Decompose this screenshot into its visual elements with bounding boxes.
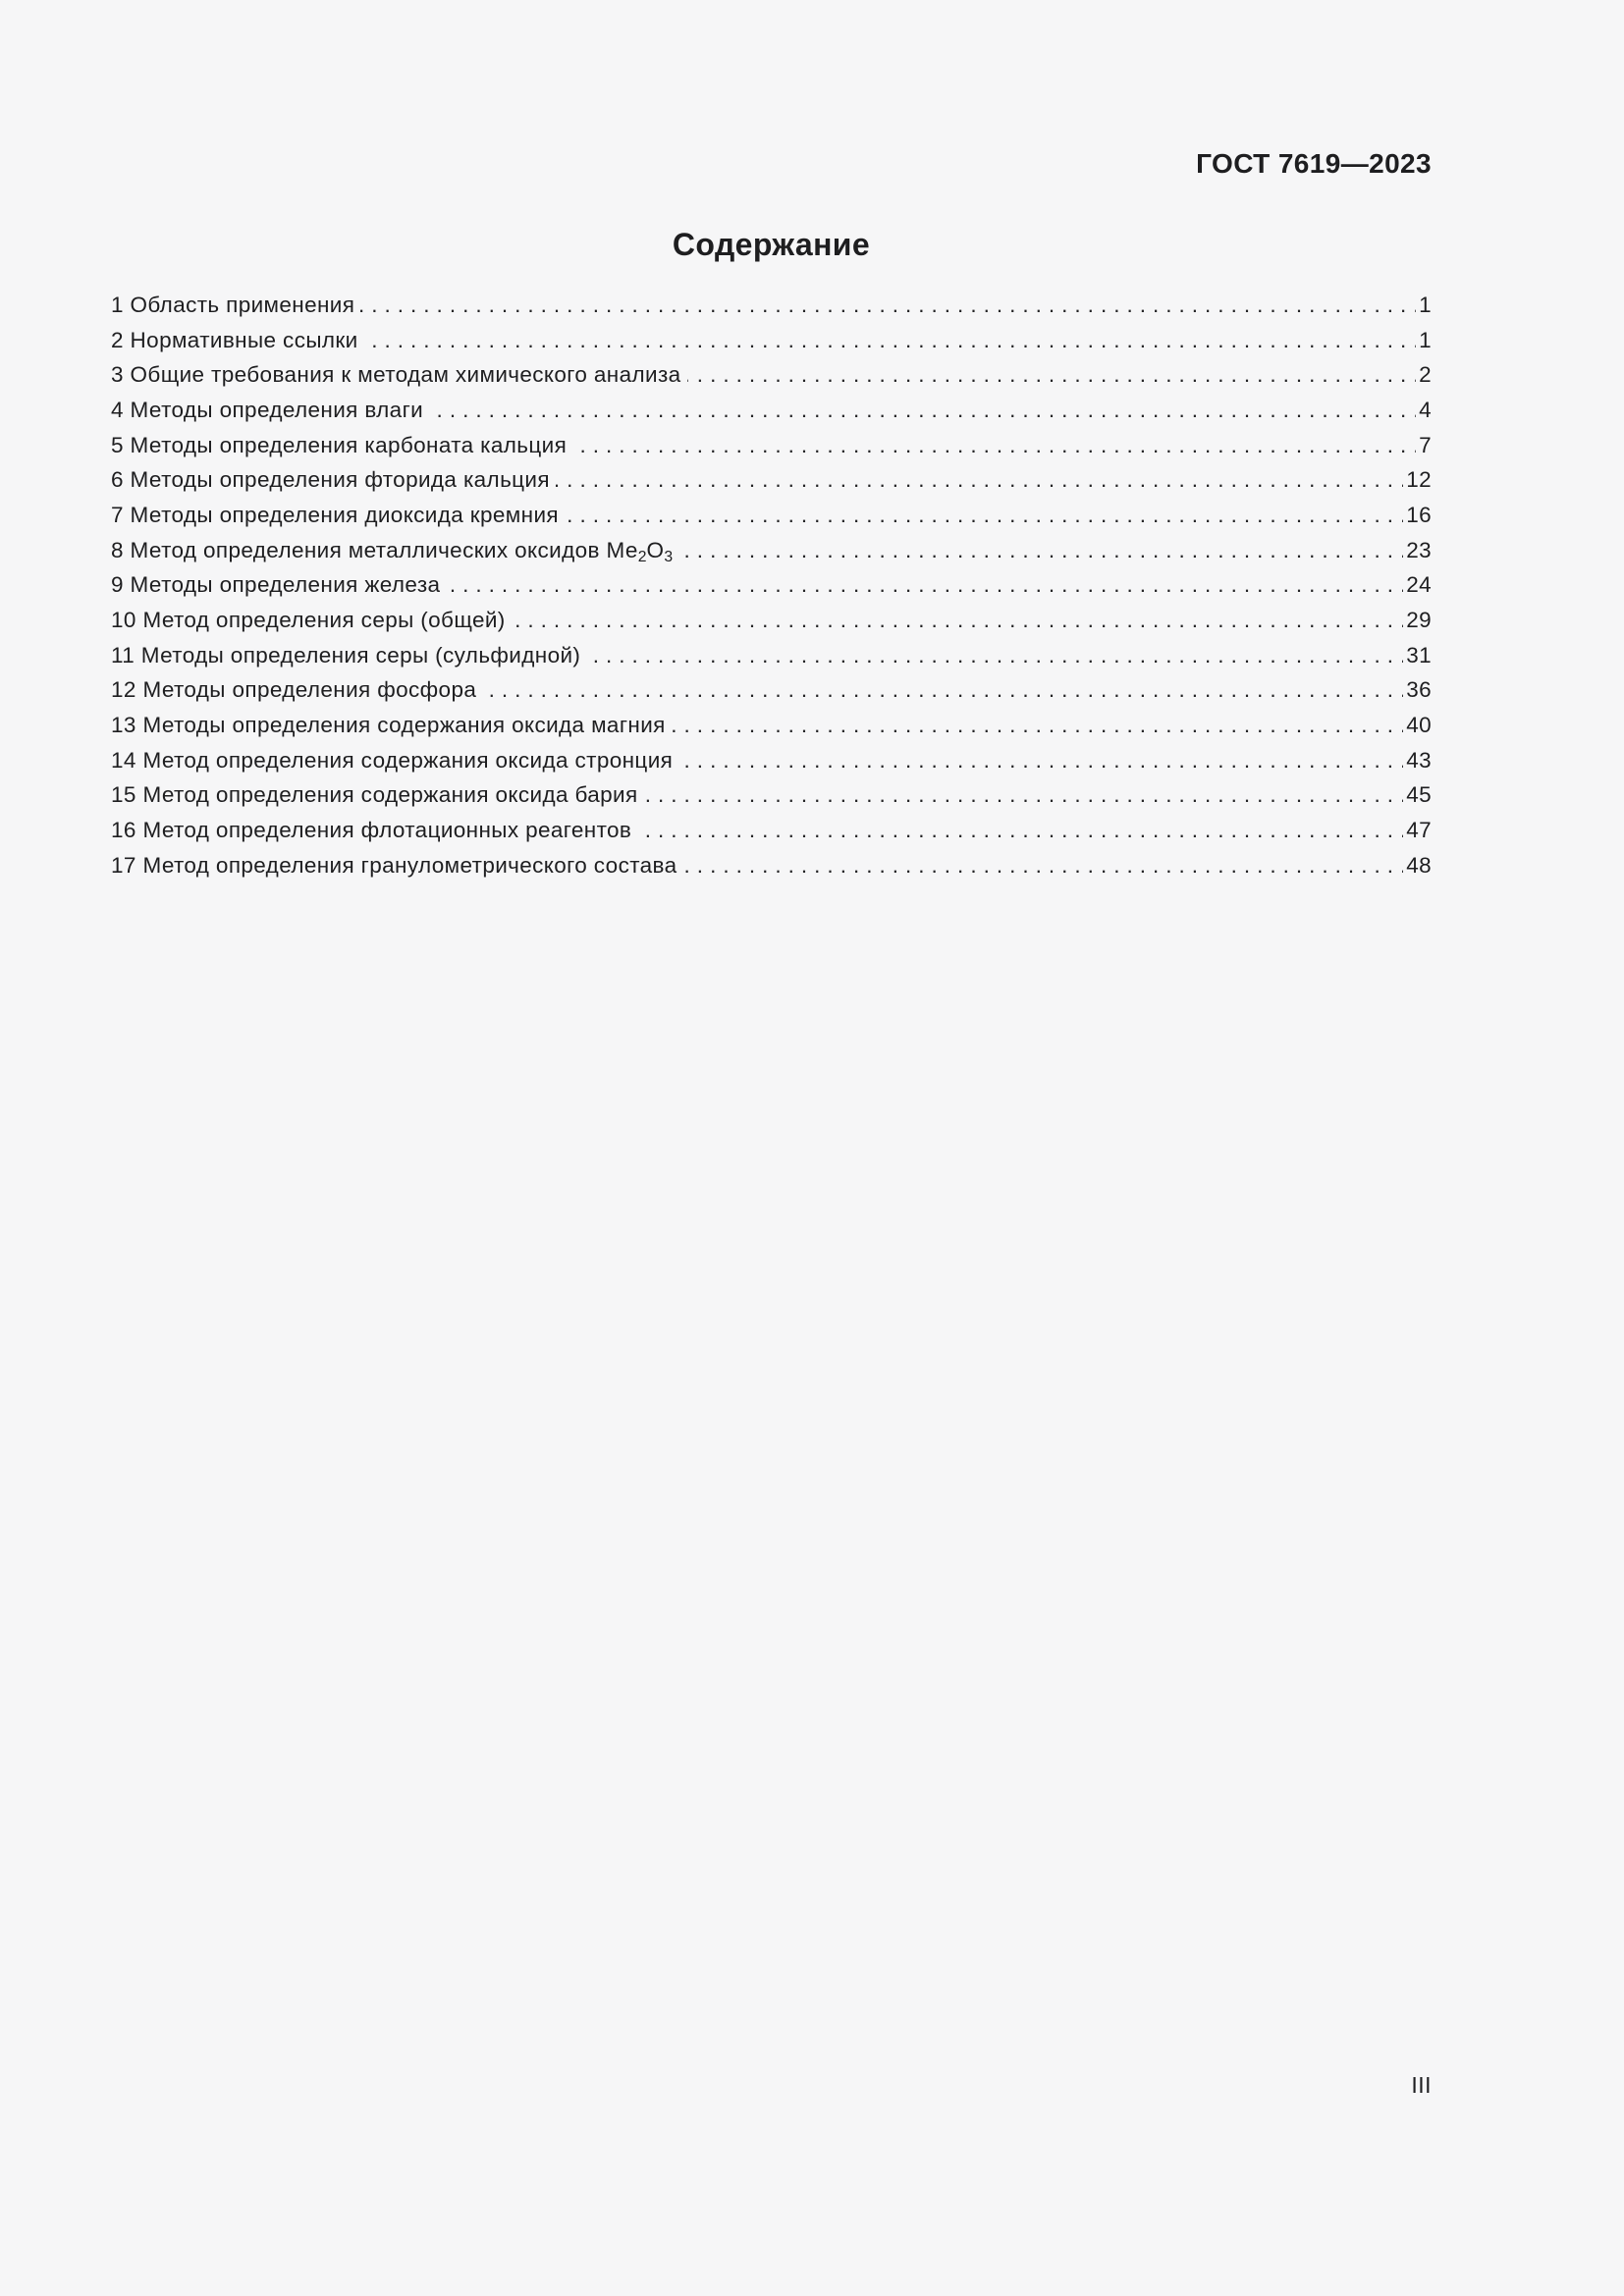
- toc-entry-title: Общие требования к методам химического а…: [130, 362, 681, 388]
- toc-entry-page: 12: [1403, 462, 1432, 498]
- toc-entry-text: 13 Методы определения содержания оксида …: [111, 712, 672, 737]
- toc-entry-number: 3: [111, 362, 124, 388]
- toc-entry-text: 14 Метод определения содержания оксида с…: [111, 747, 679, 773]
- toc-entry-number: 10: [111, 607, 136, 632]
- toc-entry-title: Метод определения металлических оксидов …: [130, 537, 674, 565]
- toc-entry-number: 11: [111, 642, 135, 667]
- toc-entry-title: Методы определения содержания оксида маг…: [142, 712, 666, 737]
- toc-row: . . . . . . . . . . . . . . . . . . . . …: [111, 532, 1432, 568]
- toc-entry-page: 36: [1403, 672, 1432, 708]
- toc-entry-text: 9 Методы определения железа: [111, 572, 447, 598]
- toc-row: . . . . . . . . . . . . . . . . . . . . …: [111, 707, 1432, 743]
- toc-entry-title: Методы определения железа: [130, 572, 441, 598]
- toc-row: . . . . . . . . . . . . . . . . . . . . …: [111, 322, 1432, 358]
- toc-row: . . . . . . . . . . . . . . . . . . . . …: [111, 462, 1432, 498]
- toc-entry-number: 7: [111, 502, 124, 527]
- toc-entry-number: 4: [111, 397, 124, 422]
- toc-row: . . . . . . . . . . . . . . . . . . . . …: [111, 742, 1432, 778]
- toc-entry-title: Область применения: [130, 293, 355, 317]
- toc-entry-page: 47: [1403, 812, 1432, 848]
- toc-entry-title: Метод определения содержания оксида бари…: [142, 782, 638, 808]
- toc-entry-number: 17: [111, 852, 136, 878]
- toc-entry-text: 2 Нормативные ссылки: [111, 327, 364, 352]
- toc-entry-text: 4 Методы определения влаги: [111, 397, 430, 422]
- toc-entry-text: 6 Методы определения фторида кальция: [111, 467, 556, 493]
- toc-entry-page: 23: [1403, 532, 1432, 568]
- toc-row: . . . . . . . . . . . . . . . . . . . . …: [111, 602, 1432, 638]
- toc-entry-page: 1: [1416, 322, 1432, 358]
- toc-entry-number: 12: [111, 677, 136, 703]
- toc-entry-page: 4: [1416, 392, 1432, 428]
- toc-row: . . . . . . . . . . . . . . . . . . . . …: [111, 812, 1432, 848]
- toc-entry-text: 12 Методы определения фосфора: [111, 677, 483, 703]
- standard-reference: ГОСТ 7619—2023: [1196, 148, 1432, 179]
- toc-entry-title: Методы определения диоксида кремния: [130, 502, 559, 527]
- toc-entry-page: 1: [1416, 288, 1432, 323]
- toc-row: . . . . . . . . . . . . . . . . . . . . …: [111, 357, 1432, 393]
- toc-row: . . . . . . . . . . . . . . . . . . . . …: [111, 392, 1432, 428]
- toc-entry-title: Метод определения флотационных реагентов: [142, 817, 632, 842]
- toc-entry-text: 10 Метод определения серы (общей): [111, 607, 512, 632]
- toc-entry-number: 5: [111, 432, 124, 457]
- toc-row: . . . . . . . . . . . . . . . . . . . . …: [111, 672, 1432, 708]
- toc-entry-number: 6: [111, 467, 124, 493]
- toc-entry-text: 15 Метод определения содержания оксида б…: [111, 782, 644, 808]
- toc-row: . . . . . . . . . . . . . . . . . . . . …: [111, 777, 1432, 813]
- toc-entry-text: 3 Общие требования к методам химического…: [111, 362, 687, 388]
- toc-row: . . . . . . . . . . . . . . . . . . . . …: [111, 637, 1432, 673]
- folio-page-number: III: [1411, 2072, 1432, 2098]
- toc-entry-page: 16: [1403, 497, 1432, 533]
- toc-entry-title: Нормативные ссылки: [130, 327, 358, 352]
- toc-entry-text: 11 Методы определения серы (сульфидной): [111, 642, 587, 667]
- toc-entry-page: 2: [1416, 357, 1432, 393]
- table-of-contents: . . . . . . . . . . . . . . . . . . . . …: [111, 288, 1432, 883]
- toc-row: . . . . . . . . . . . . . . . . . . . . …: [111, 847, 1432, 883]
- toc-row: . . . . . . . . . . . . . . . . . . . . …: [111, 288, 1432, 323]
- toc-entry-number: 13: [111, 712, 136, 737]
- toc-entry-number: 1: [111, 293, 124, 317]
- toc-entry-page: 7: [1416, 427, 1432, 463]
- toc-entry-text: 1 Область применения: [111, 293, 361, 317]
- toc-entry-text: 7 Методы определения диоксида кремния: [111, 502, 565, 527]
- toc-entry-page: 31: [1403, 637, 1432, 673]
- toc-entry-title: Методы определения влаги: [130, 397, 424, 422]
- toc-entry-page: 48: [1403, 847, 1432, 883]
- toc-entry-title: Методы определения фторида кальция: [130, 467, 550, 493]
- toc-entry-number: 9: [111, 572, 124, 598]
- toc-entry-number: 2: [111, 327, 124, 352]
- toc-entry-number: 15: [111, 782, 136, 808]
- toc-entry-title: Метод определения содержания оксида стро…: [142, 747, 674, 773]
- toc-row: . . . . . . . . . . . . . . . . . . . . …: [111, 427, 1432, 463]
- toc-entry-title: Методы определения карбоната кальция: [130, 432, 568, 457]
- toc-entry-page: 24: [1403, 567, 1432, 603]
- toc-entry-text: 8 Метод определения металлических оксидо…: [111, 537, 679, 565]
- toc-entry-number: 8: [111, 537, 124, 562]
- toc-entry-title: Методы определения серы (сульфидной): [140, 642, 581, 667]
- toc-entry-title: Метод определения гранулометрического со…: [142, 852, 677, 878]
- toc-entry-title: Методы определения фосфора: [142, 677, 477, 703]
- toc-entry-text: 5 Методы определения карбоната кальция: [111, 432, 573, 457]
- toc-entry-text: 16 Метод определения флотационных реаген…: [111, 817, 638, 842]
- toc-entry-page: 43: [1403, 742, 1432, 778]
- toc-entry-text: 17 Метод определения гранулометрического…: [111, 852, 683, 878]
- toc-entry-title: Метод определения серы (общей): [142, 607, 506, 632]
- page-title: Содержание: [672, 227, 871, 262]
- toc-row: . . . . . . . . . . . . . . . . . . . . …: [111, 497, 1432, 533]
- toc-row: . . . . . . . . . . . . . . . . . . . . …: [111, 567, 1432, 603]
- toc-entry-page: 45: [1403, 777, 1432, 813]
- toc-entry-number: 16: [111, 817, 136, 842]
- toc-entry-page: 40: [1403, 707, 1432, 743]
- toc-entry-page: 29: [1403, 602, 1432, 638]
- toc-entry-number: 14: [111, 747, 136, 773]
